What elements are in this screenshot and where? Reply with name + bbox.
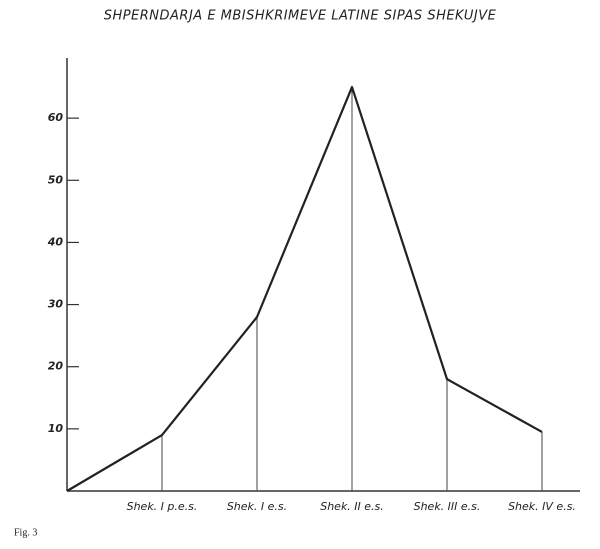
y-tick-label: 60 xyxy=(48,111,64,124)
x-tick-label: Shek. I p.e.s. xyxy=(127,500,198,513)
y-tick-label: 20 xyxy=(48,360,64,373)
x-tick-label: Shek. III e.s. xyxy=(414,500,481,513)
y-tick-label: 50 xyxy=(48,173,64,186)
x-tick-label: Shek. I e.s. xyxy=(227,500,287,513)
y-tick-label: 40 xyxy=(47,235,64,248)
y-tick-label: 30 xyxy=(48,298,64,311)
data-line xyxy=(66,85,543,492)
chart-title: SHPERNDARJA E MBISHKRIMEVE LATINE SIPAS … xyxy=(104,9,497,24)
x-tick-label: Shek. IV e.s. xyxy=(508,500,576,513)
y-tick-label: 10 xyxy=(48,422,64,435)
x-tick-label: Shek. II e.s. xyxy=(320,500,384,513)
caption: Fig. 3 xyxy=(14,527,37,538)
